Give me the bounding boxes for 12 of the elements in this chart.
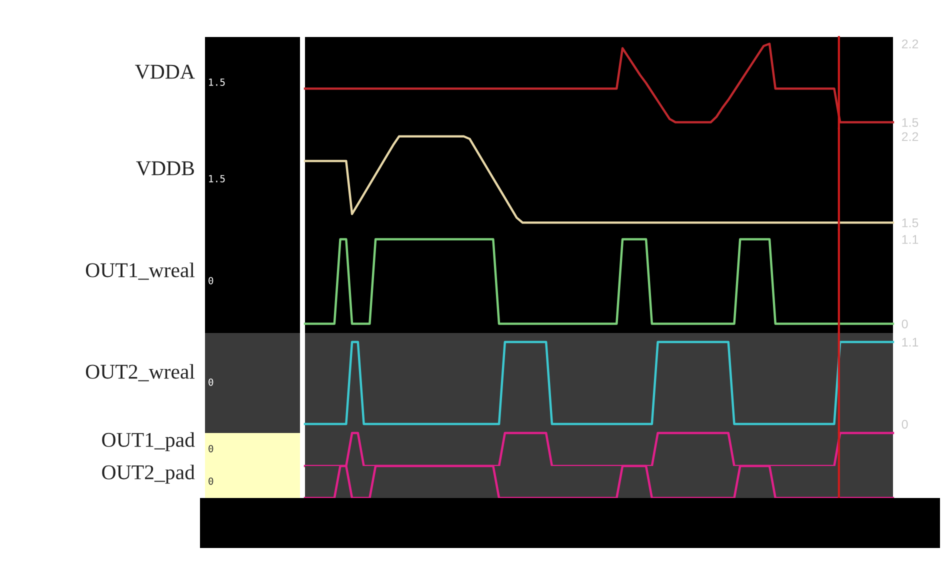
text: 1.5 (209, 175, 225, 182)
text: 0 (208, 378, 214, 386)
y-axis-title: OUT2_pad (102, 464, 195, 484)
y-axis-title: VDDB (136, 161, 194, 176)
text: 0 (208, 276, 214, 284)
y-axis-title: OUT1_wreal (86, 262, 195, 280)
text: 0 (208, 477, 214, 485)
y-axis-title: VDDA (135, 64, 195, 79)
text: 0 (208, 444, 214, 452)
y-axis-title: OUT1_pad (102, 432, 195, 452)
y-axis-title: OUT2_wreal (86, 364, 195, 382)
text: 1.5 (209, 78, 225, 86)
